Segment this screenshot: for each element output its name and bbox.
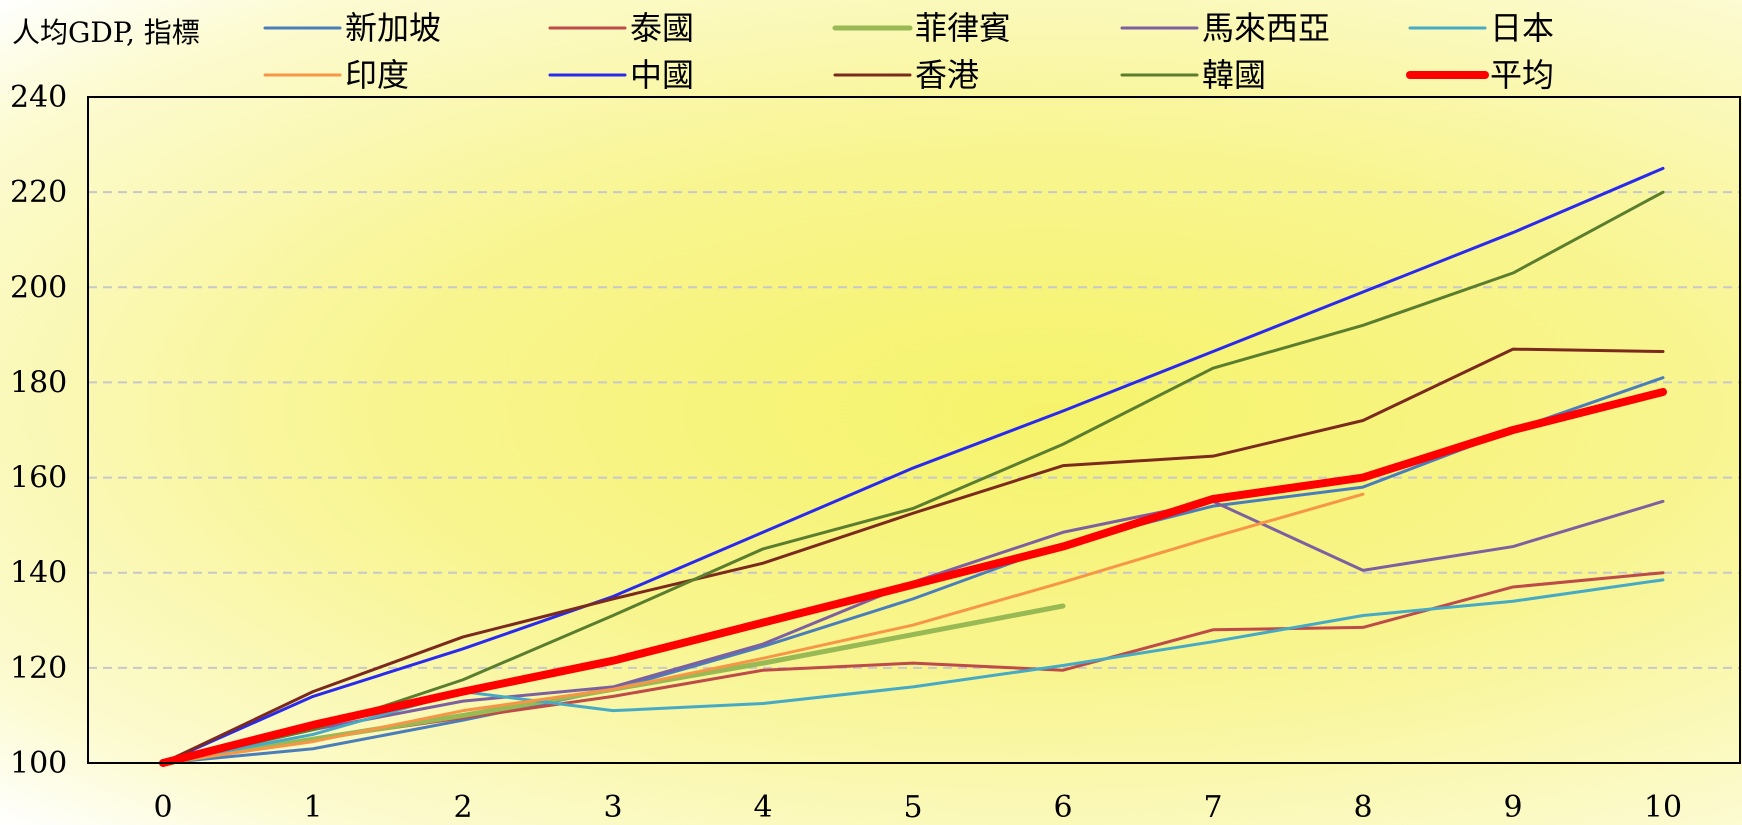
x-tick-label: 5 <box>903 790 922 825</box>
series-line-5 <box>161 492 1365 765</box>
series-line-7 <box>161 347 1665 765</box>
x-tick-label: 4 <box>753 790 772 825</box>
legend-label-2: 菲律賓 <box>915 9 1011 47</box>
y-tick-label: 100 <box>10 746 67 781</box>
legend-label-7: 香港 <box>915 56 979 94</box>
series-line-9 <box>159 387 1667 767</box>
y-tick-label: 140 <box>10 556 67 591</box>
legend-label-0: 新加坡 <box>345 9 441 47</box>
series-line-0 <box>161 376 1665 765</box>
series-lines <box>159 166 1667 767</box>
y-tick-label: 120 <box>10 651 67 686</box>
x-tick-label: 7 <box>1203 790 1222 825</box>
legend-label-6: 中國 <box>630 56 694 94</box>
y-tick-label: 180 <box>10 365 67 400</box>
x-tick-label: 6 <box>1053 790 1072 825</box>
legend-label-9: 平均 <box>1490 56 1554 94</box>
x-tick-label: 0 <box>153 790 172 825</box>
plot-area <box>87 96 1741 764</box>
x-tick-label: 3 <box>603 790 622 825</box>
legend-label-8: 韓國 <box>1202 56 1266 94</box>
x-axis-ticks: 0 1 2 3 4 5 6 7 8 9 10 <box>153 790 1682 825</box>
series-line-6 <box>161 166 1665 765</box>
x-tick-label: 1 <box>303 790 322 825</box>
x-tick-label: 9 <box>1503 790 1522 825</box>
legend-label-3: 馬來西亞 <box>1202 9 1330 47</box>
x-tick-label: 8 <box>1353 790 1372 825</box>
y-tick-label: 240 <box>10 80 67 115</box>
y-tick-label: 200 <box>10 270 67 305</box>
legend-label-4: 日本 <box>1490 9 1554 47</box>
legend-label-1: 泰國 <box>630 9 694 47</box>
gridlines <box>88 191 1740 669</box>
x-tick-label: 10 <box>1644 790 1682 825</box>
y-axis-label: 人均GDP, 指標 <box>12 16 200 49</box>
series-line-8 <box>161 190 1665 765</box>
y-tick-label: 160 <box>10 461 67 496</box>
y-axis-ticks: 100 120 140 160 180 200 220 240 <box>10 80 67 781</box>
legend-label-5: 印度 <box>345 56 409 94</box>
y-tick-label: 220 <box>10 175 67 210</box>
x-tick-label: 2 <box>453 790 472 825</box>
